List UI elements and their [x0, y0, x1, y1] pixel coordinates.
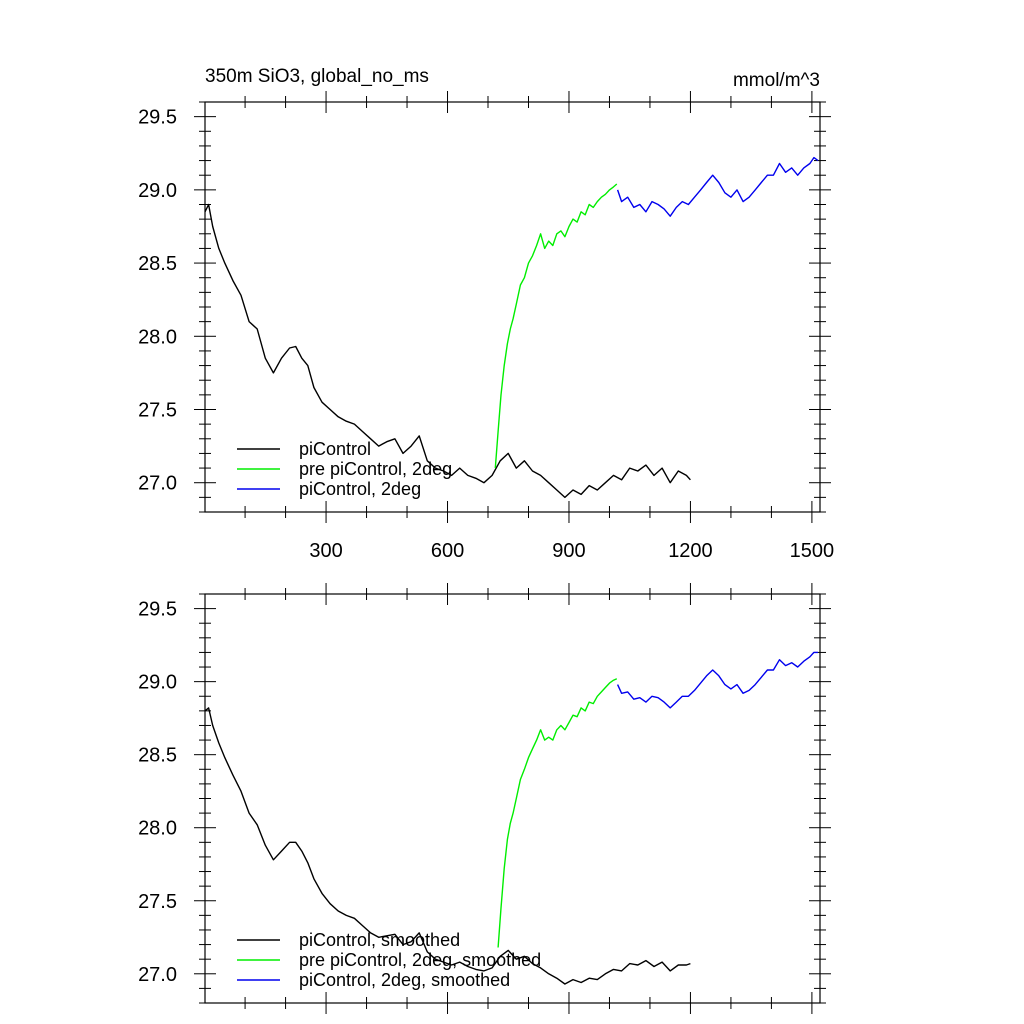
- series-line-picontrol-2deg: [616, 156, 819, 217]
- plot-panel-1: 27.0 27.5 28.0 28.5 29.0 29.5 300 600 900 1200 150…: [138, 91, 834, 562]
- x-tick-label: 900: [552, 540, 585, 562]
- y-tick-label: 28.0: [138, 326, 177, 348]
- x-tick-label: 600: [431, 540, 464, 562]
- series-line-picontrol-2deg-smoothed: [616, 651, 818, 709]
- y-tick-label: 27.0: [138, 473, 177, 495]
- plot-panel-2: 27.0 27.5 28.0 28.5 29.0 29.5 piControl, smoot…: [138, 583, 831, 1014]
- x-tick-label: 1200: [668, 540, 713, 562]
- x-tick-label: 1500: [790, 540, 835, 562]
- x-tick-label: 300: [309, 540, 342, 562]
- y-tick-label: 28.5: [138, 745, 177, 767]
- legend-label-picontrol-smoothed: piControl, smoothed: [299, 930, 460, 950]
- y-tick-label: 27.0: [138, 964, 177, 986]
- y-tick-label: 27.5: [138, 891, 177, 913]
- plot-frame: [204, 593, 821, 1004]
- legend-label-picontrol-2deg-smoothed: piControl, 2deg, smoothed: [299, 970, 510, 990]
- y-tick-label: 27.5: [138, 400, 177, 422]
- y-tick-label: 29.0: [138, 672, 177, 694]
- y-tick-label: 29.5: [138, 599, 177, 621]
- series-line-pre-picontrol-2deg-smoothed: [497, 678, 618, 948]
- y-tick-label: 29.0: [138, 180, 177, 202]
- series-line-picontrol-smoothed: [204, 707, 691, 985]
- legend-label-picontrol-2deg: piControl, 2deg: [299, 479, 421, 499]
- series-line-picontrol: [204, 203, 691, 499]
- y-tick-label: 28.5: [138, 253, 177, 275]
- legend-label-picontrol: piControl: [299, 439, 371, 459]
- plot-frame: [204, 101, 821, 513]
- chart-title: 350m SiO3, global_no_ms: [205, 66, 429, 87]
- legend-label-pre-picontrol-2deg-smoothed: pre piControl, 2deg, smoothed: [299, 950, 541, 970]
- series-line-pre-picontrol-2deg: [494, 183, 618, 469]
- chart-units: mmol/m^3: [733, 70, 820, 91]
- y-tick-label: 29.5: [138, 107, 177, 129]
- y-tick-label: 28.0: [138, 818, 177, 840]
- legend-label-pre-picontrol-2deg: pre piControl, 2deg: [299, 459, 452, 479]
